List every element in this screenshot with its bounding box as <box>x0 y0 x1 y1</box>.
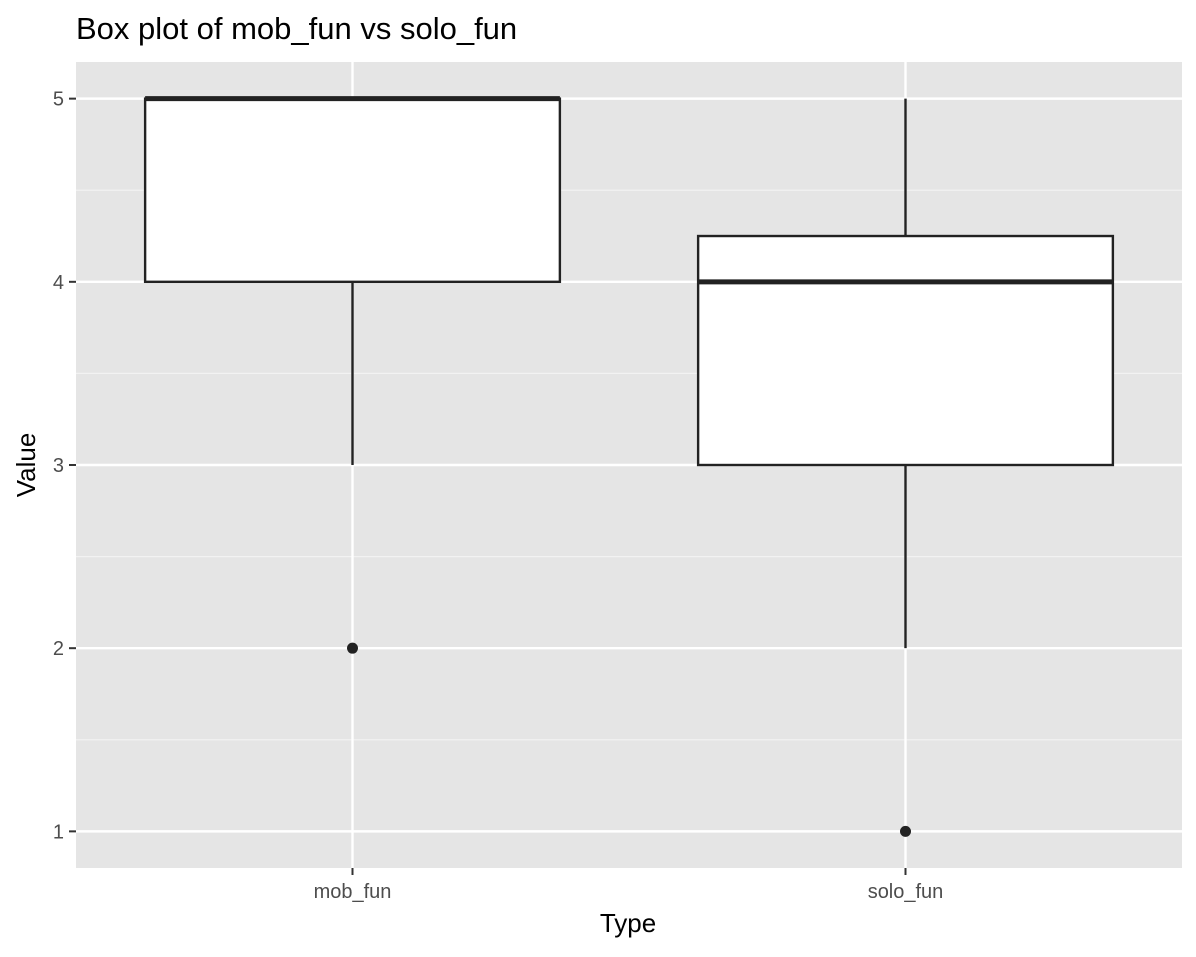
plot-panel: 1 2 3 4 5 mob_fun solo_fun <box>53 62 1182 903</box>
y-tick-label-1: 1 <box>53 821 64 843</box>
box-solo_fun <box>696 234 1115 467</box>
x-tick-label-solo_fun: solo_fun <box>868 881 944 903</box>
box-mob_fun <box>143 97 562 284</box>
outlier-point-solo_fun <box>900 825 911 837</box>
chart-title: Box plot of mob_fun vs solo_fun <box>76 11 517 46</box>
y-tick-label-4: 4 <box>53 272 64 294</box>
x-axis-label: Type <box>600 908 656 938</box>
y-tick-label-5: 5 <box>53 89 64 111</box>
y-tick-label-3: 3 <box>53 455 64 477</box>
outlier-point-mob_fun <box>347 642 358 654</box>
y-axis-label: Value <box>11 433 41 498</box>
y-tick-label-2: 2 <box>53 638 64 660</box>
x-tick-label-mob_fun: mob_fun <box>314 881 392 903</box>
